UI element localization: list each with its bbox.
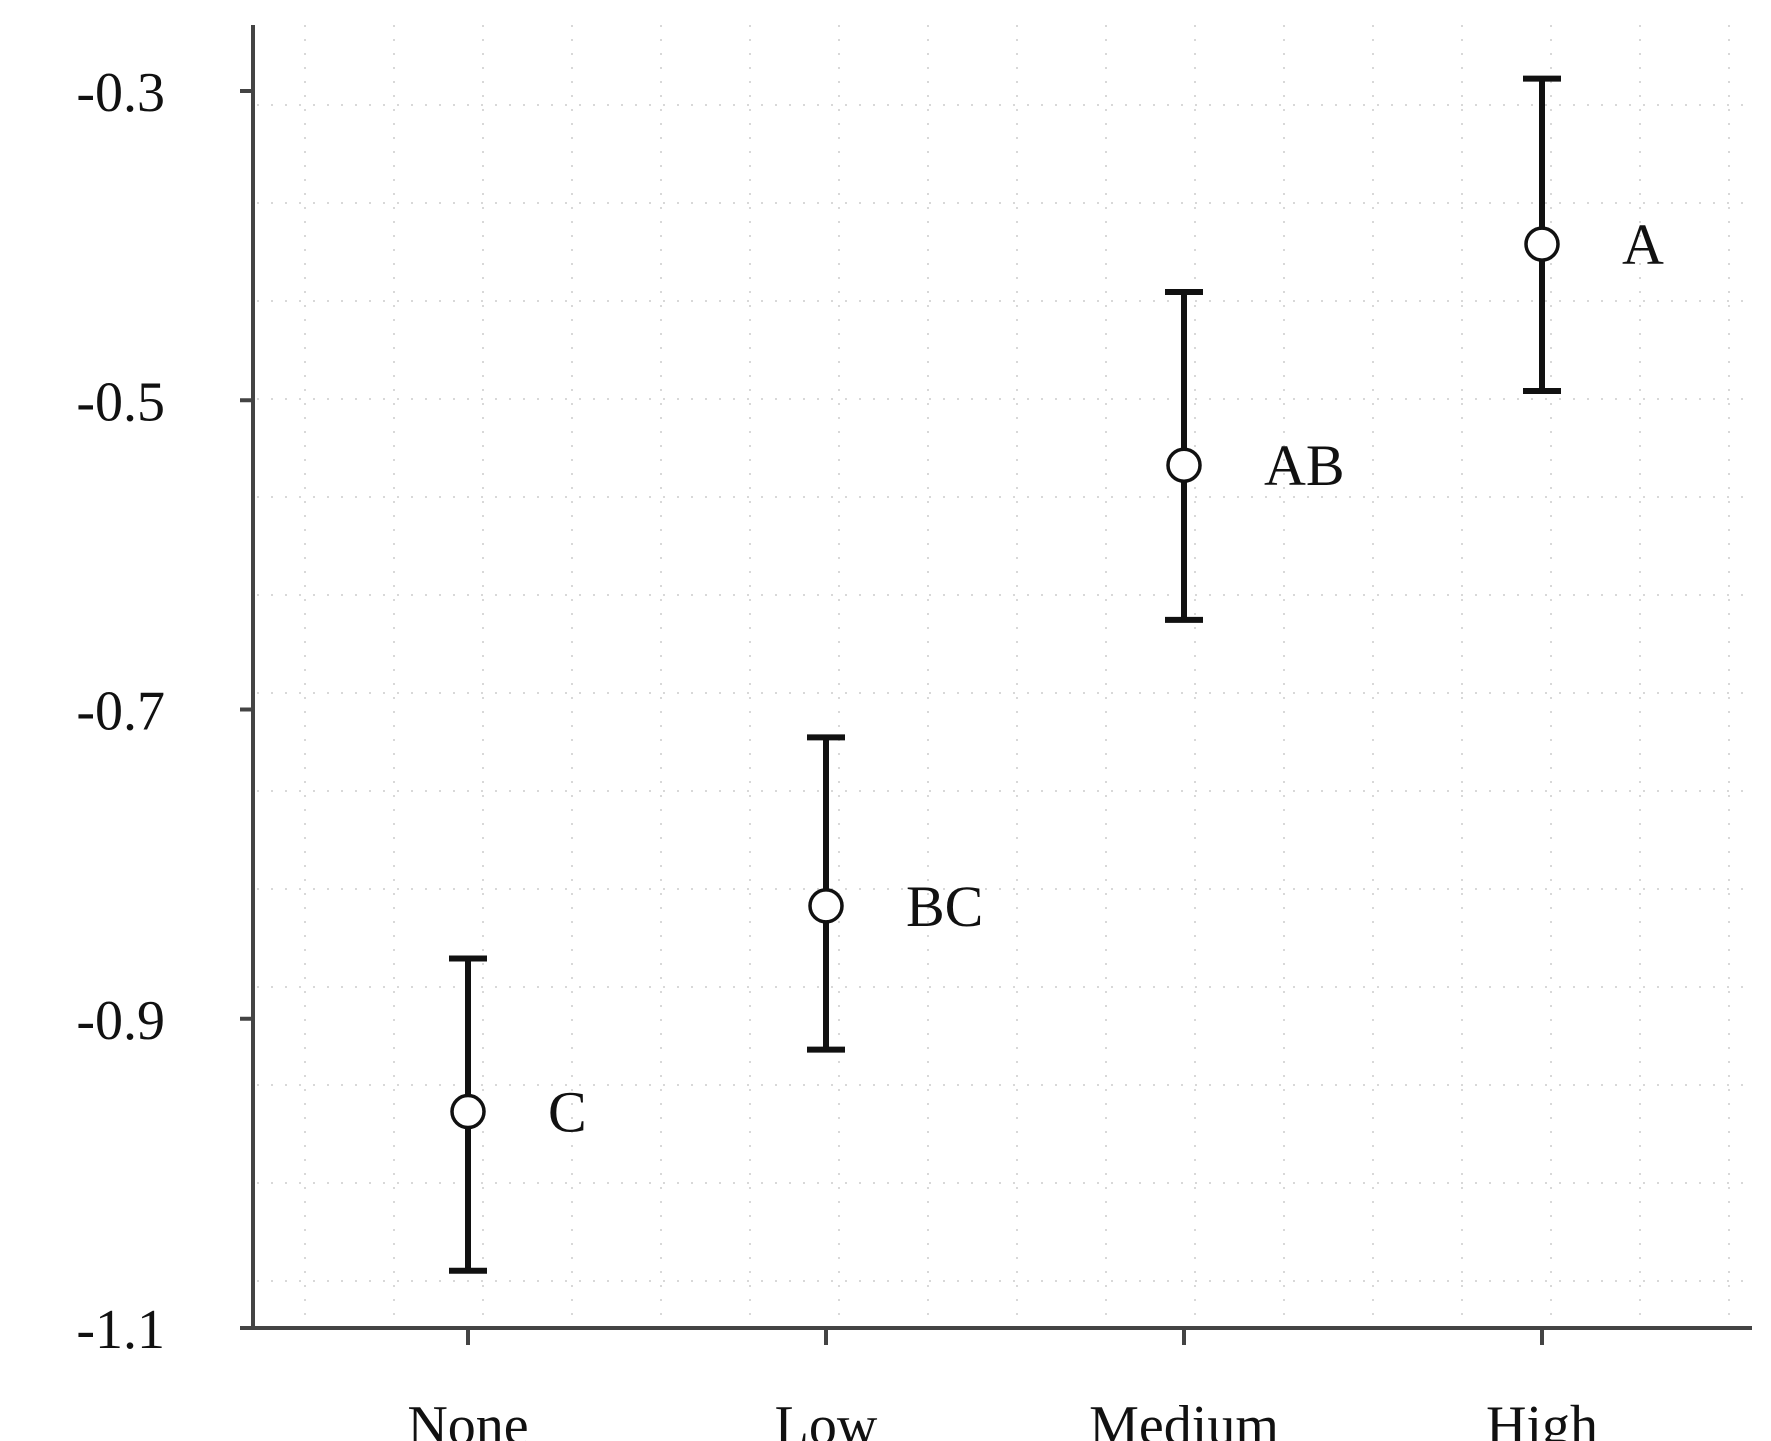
mean-marker	[1524, 226, 1560, 262]
x-tick-label: Medium	[1089, 1395, 1279, 1441]
y-tick-label: -0.5	[76, 371, 165, 433]
y-tick-label: -1.1	[76, 1299, 165, 1361]
group-letter-label: A	[1622, 212, 1664, 277]
y-axis-ticks: -0.3 -0.5 -0.7 -0.9 -1.1	[76, 62, 253, 1361]
y-tick-label: -0.7	[76, 681, 165, 743]
x-axis-ticks: None Low Medium High	[407, 1328, 1598, 1441]
group-letter-label: C	[548, 1080, 587, 1145]
x-tick-label: Low	[775, 1395, 878, 1441]
y-tick-label: -0.9	[76, 990, 165, 1052]
y-tick-label: -0.3	[76, 62, 165, 124]
x-tick-label: High	[1486, 1395, 1598, 1441]
mean-marker	[450, 1093, 486, 1130]
data-points: C BC AB A	[449, 75, 1664, 1274]
mean-marker	[1166, 447, 1202, 483]
group-letter-label: BC	[906, 874, 983, 939]
x-tick-label: None	[407, 1395, 528, 1441]
group-letter-label: AB	[1264, 433, 1345, 498]
mean-marker	[808, 888, 844, 924]
gridlines	[257, 25, 1752, 1326]
